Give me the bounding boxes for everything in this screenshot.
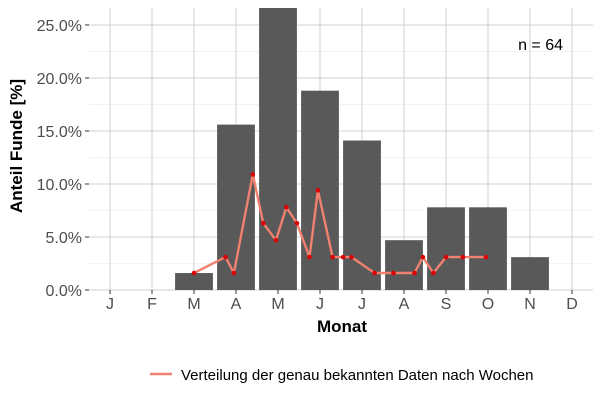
y-tick-label: 5.0% bbox=[46, 230, 82, 247]
y-axis-label: Anteil Funde [%] bbox=[7, 79, 26, 213]
series-point bbox=[412, 270, 417, 276]
x-tick-label: A bbox=[399, 296, 410, 313]
series-point bbox=[294, 220, 300, 226]
x-tick-label: F bbox=[147, 296, 157, 313]
y-tick-label: 10.0% bbox=[37, 177, 82, 194]
series-point bbox=[349, 254, 354, 260]
x-tick-label: A bbox=[231, 296, 242, 313]
bar-9 bbox=[469, 207, 507, 290]
series-point bbox=[223, 254, 228, 260]
series-point bbox=[420, 254, 426, 260]
x-tick-label: N bbox=[524, 296, 536, 313]
x-tick-label: M bbox=[271, 296, 284, 313]
y-tick-label: 0.0% bbox=[46, 283, 82, 300]
bar-10 bbox=[511, 257, 549, 290]
bar-8 bbox=[427, 207, 465, 290]
series-point bbox=[231, 270, 237, 276]
legend-label: Verteilung der genau bekannten Daten nac… bbox=[181, 367, 534, 384]
legend: Verteilung der genau bekannten Daten nac… bbox=[150, 367, 534, 384]
x-tick-label: J bbox=[316, 296, 324, 313]
line-series bbox=[191, 172, 489, 276]
series-point bbox=[460, 254, 466, 260]
x-tick-label: M bbox=[187, 296, 200, 313]
series-point bbox=[315, 188, 321, 193]
bar-2 bbox=[175, 273, 213, 290]
x-tick-label: S bbox=[441, 296, 452, 313]
series-point bbox=[307, 254, 312, 260]
series-point bbox=[261, 220, 266, 226]
y-tick-labels: 0.0% 5.0% 10.0% 15.0% 20.0% 25.0% bbox=[37, 18, 89, 300]
bar-4 bbox=[259, 8, 297, 290]
x-tick-label: O bbox=[482, 296, 494, 313]
y-tick-label: 15.0% bbox=[37, 124, 82, 141]
series-point bbox=[340, 254, 346, 260]
series-point bbox=[443, 254, 449, 260]
x-tick-label: D bbox=[566, 296, 578, 313]
series-point bbox=[191, 270, 197, 276]
series-point bbox=[431, 270, 436, 276]
series-point bbox=[330, 254, 335, 260]
series-point bbox=[250, 172, 256, 177]
x-tick-label: J bbox=[358, 296, 366, 313]
x-axis-label: Monat bbox=[317, 317, 367, 336]
series-point bbox=[483, 254, 489, 260]
bar-6 bbox=[343, 140, 381, 290]
y-tick-label: 25.0% bbox=[37, 18, 82, 35]
y-tick-label: 20.0% bbox=[37, 71, 82, 88]
series-point bbox=[273, 237, 279, 243]
annotation-n: n = 64 bbox=[518, 37, 563, 54]
series-point bbox=[391, 270, 396, 276]
bar-7 bbox=[385, 240, 423, 290]
series-point bbox=[372, 270, 377, 276]
x-tick-label: J bbox=[106, 296, 114, 313]
series-point bbox=[284, 205, 289, 210]
